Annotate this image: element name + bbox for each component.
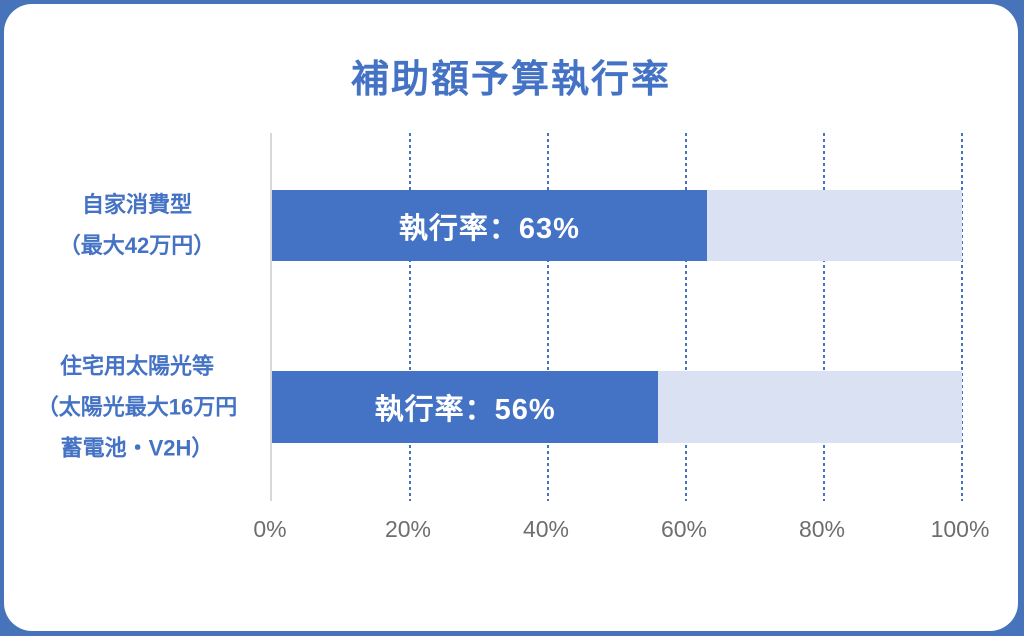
x-tick-label-0: 0%: [253, 516, 287, 542]
chart-card: 補助額予算執行率 自家消費型 （最大42万円） 住宅用太陽光等 （太陽光最大16…: [4, 4, 1018, 631]
gridline-40: [547, 133, 549, 501]
bar-value-label-2: 執行率：56%: [374, 394, 556, 426]
gridline-100: [961, 133, 963, 501]
category-label-1-line-2: （最大42万円）: [58, 233, 216, 258]
category-label-2-line-1: 住宅用太陽光等: [59, 353, 214, 379]
category-label-2-line-2: （太陽光最大16万円: [36, 394, 238, 420]
category-labels: 自家消費型 （最大42万円） 住宅用太陽光等 （太陽光最大16万円 蓄電池・V2…: [4, 133, 270, 501]
bar-value-label-1: 執行率：63%: [398, 212, 580, 245]
category-label-1: 自家消費型 （最大42万円）: [4, 184, 270, 266]
plot-area: 執行率：63% 執行率：56%: [270, 133, 963, 501]
category-label-2-line-3: 蓄電池・V2H）: [60, 435, 214, 461]
x-axis-ticks: 0% 20% 40% 60% 80% 100%: [253, 516, 989, 552]
chart-title: 補助額予算執行率: [350, 59, 671, 101]
bar-2: 執行率：56%: [272, 371, 659, 443]
x-tick-label-100: 100%: [930, 516, 990, 542]
x-tick-label-60: 60%: [660, 516, 708, 542]
category-label-2: 住宅用太陽光等 （太陽光最大16万円 蓄電池・V2H）: [4, 346, 270, 469]
category-label-1-line-1: 自家消費型: [81, 192, 192, 217]
gridline-20: [409, 133, 411, 501]
x-tick-label-20: 20%: [384, 516, 432, 542]
gridline-80: [823, 133, 825, 501]
bar-1: 執行率：63%: [272, 190, 707, 261]
x-tick-label-80: 80%: [798, 516, 846, 542]
gridline-60: [685, 133, 687, 501]
x-tick-label-40: 40%: [522, 516, 570, 542]
